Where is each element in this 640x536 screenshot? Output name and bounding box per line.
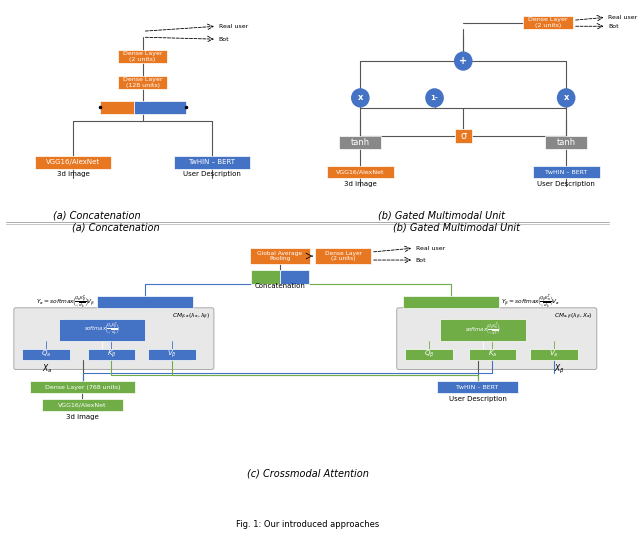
Text: Dense Layer
(128 units): Dense Layer (128 units)	[123, 77, 163, 88]
Text: VGG16/AlexNet: VGG16/AlexNet	[46, 159, 100, 165]
Text: (a) Concatenation: (a) Concatenation	[53, 210, 141, 220]
Bar	[523, 16, 573, 29]
Bar	[250, 248, 310, 264]
Text: $Q_\beta$: $Q_\beta$	[424, 348, 435, 360]
Bar	[468, 348, 516, 360]
Text: VGG16/AlexNet: VGG16/AlexNet	[336, 169, 385, 175]
Bar	[42, 399, 123, 411]
Bar	[532, 166, 600, 178]
Bar	[59, 319, 145, 340]
Bar	[30, 382, 136, 393]
Text: TwHIN – BERT: TwHIN – BERT	[545, 169, 588, 175]
Bar	[99, 101, 134, 114]
Bar	[173, 155, 250, 168]
Text: Dense Layer
(2 units): Dense Layer (2 units)	[324, 251, 362, 262]
Bar	[405, 348, 453, 360]
Text: Concatenation: Concatenation	[255, 283, 305, 289]
Text: VGG16/AlexNet: VGG16/AlexNet	[58, 403, 106, 408]
Text: 3d image: 3d image	[66, 414, 99, 420]
Text: $X_\beta$: $X_\beta$	[554, 363, 564, 376]
Bar	[403, 296, 499, 308]
Bar	[440, 319, 526, 340]
Text: Real user: Real user	[608, 15, 637, 20]
Text: $Y_\beta = softmax\!\left(\!\frac{Q_\beta K_a^T}{\sqrt{d_k}}\!\right)\!V_a$: $Y_\beta = softmax\!\left(\!\frac{Q_\bet…	[501, 293, 560, 310]
Text: $X_a$: $X_a$	[42, 362, 52, 375]
Text: User Description: User Description	[537, 181, 595, 188]
Text: Real user: Real user	[416, 245, 445, 251]
Text: 3d image: 3d image	[57, 172, 90, 177]
Text: $CM_{\beta,a}(\lambda_a,\lambda_\beta)$: $CM_{\beta,a}(\lambda_a,\lambda_\beta)$	[172, 312, 210, 322]
Bar	[545, 136, 588, 148]
Bar	[118, 50, 168, 63]
Bar	[437, 382, 518, 393]
Bar	[316, 248, 371, 264]
Text: Real user: Real user	[219, 24, 248, 29]
Text: Bot: Bot	[416, 257, 426, 263]
Text: (b) Gated Multimodal Unit: (b) Gated Multimodal Unit	[392, 222, 520, 232]
Text: Bot: Bot	[219, 36, 229, 42]
Text: TwHIN – BERT: TwHIN – BERT	[456, 385, 499, 390]
FancyBboxPatch shape	[14, 308, 214, 369]
Circle shape	[426, 89, 443, 107]
Text: Global Average
Pooling: Global Average Pooling	[257, 251, 303, 262]
Text: 3d image: 3d image	[344, 181, 377, 188]
Text: tanh: tanh	[351, 138, 370, 147]
Text: $V_a$: $V_a$	[549, 349, 559, 359]
Bar	[148, 348, 196, 360]
Text: Bot: Bot	[608, 24, 619, 29]
Bar	[35, 155, 111, 168]
Text: x: x	[358, 93, 363, 102]
Text: $K_\beta$: $K_\beta$	[107, 348, 116, 360]
Text: Fig. 1: Our introduced approaches: Fig. 1: Our introduced approaches	[236, 520, 380, 528]
Circle shape	[557, 89, 575, 107]
Text: (c) Crossmodal Attention: (c) Crossmodal Attention	[247, 469, 369, 479]
Bar	[22, 348, 70, 360]
Bar	[454, 129, 472, 143]
Text: Dense Layer
(2 units): Dense Layer (2 units)	[528, 17, 568, 28]
Text: TwHIN – BERT: TwHIN – BERT	[188, 159, 236, 165]
Bar	[280, 270, 308, 284]
Text: (a) Concatenation: (a) Concatenation	[72, 222, 160, 232]
Text: User Description: User Description	[183, 172, 241, 177]
Text: User Description: User Description	[449, 396, 506, 403]
Bar	[118, 76, 168, 89]
Text: +: +	[459, 56, 467, 66]
Text: Dense Layer
(2 units): Dense Layer (2 units)	[123, 51, 163, 62]
Bar	[327, 166, 394, 178]
Text: Dense Layer (768 units): Dense Layer (768 units)	[45, 385, 120, 390]
Text: tanh: tanh	[557, 138, 576, 147]
Text: $CM_{a,\beta}(\lambda_\beta,X_a)$: $CM_{a,\beta}(\lambda_\beta,X_a)$	[554, 312, 593, 322]
Bar	[134, 101, 186, 114]
Text: σ: σ	[460, 131, 467, 140]
Bar	[97, 296, 193, 308]
Text: (b) Gated Multimodal Unit: (b) Gated Multimodal Unit	[378, 210, 505, 220]
Bar	[530, 348, 578, 360]
Text: 1-: 1-	[431, 95, 438, 101]
Text: $softmax\!\left(\!\frac{Q_\beta K_a^T}{\sqrt{d_k}}\!\right)$: $softmax\!\left(\!\frac{Q_\beta K_a^T}{\…	[465, 321, 501, 338]
Text: $Y_a = softmax\!\left(\!\frac{Q_a K_\beta^T}{\sqrt{d_k}}\!\right)\!V_\beta$: $Y_a = softmax\!\left(\!\frac{Q_a K_\bet…	[36, 293, 95, 311]
Text: $Q_a$: $Q_a$	[42, 349, 51, 359]
Text: $K_a$: $K_a$	[488, 349, 497, 359]
Circle shape	[352, 89, 369, 107]
Text: $V_\beta$: $V_\beta$	[167, 348, 177, 360]
Text: $softmax\!\left(\!\frac{Q_a K_\beta^T}{\sqrt{d_k}}\!\right)$: $softmax\!\left(\!\frac{Q_a K_\beta^T}{\…	[84, 321, 120, 338]
Bar	[339, 136, 381, 148]
Circle shape	[454, 52, 472, 70]
FancyBboxPatch shape	[397, 308, 596, 369]
Bar	[252, 270, 280, 284]
Bar	[88, 348, 136, 360]
Text: x: x	[563, 93, 569, 102]
